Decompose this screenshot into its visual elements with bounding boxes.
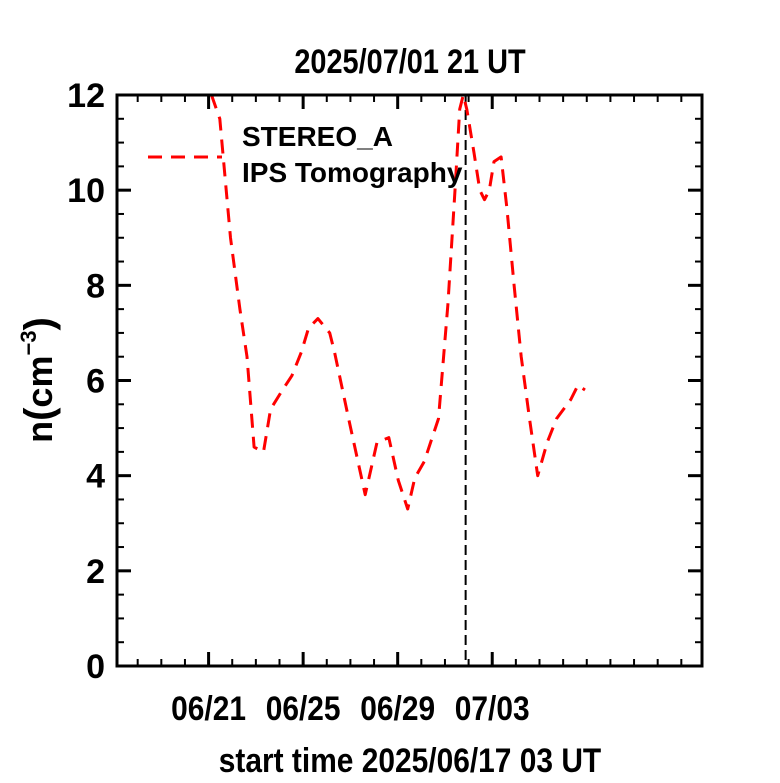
- y-axis-label-unit: cm: [19, 356, 60, 408]
- chart-title: 2025/07/01 21 UT: [294, 42, 525, 81]
- series-line: [210, 93, 586, 511]
- svg-text:n(cm−3): n(cm−3): [16, 317, 61, 443]
- y-axis-label-main: n: [19, 421, 60, 443]
- y-tick-label: 10: [67, 172, 105, 210]
- y-axis-label-exp: −3: [16, 330, 41, 355]
- x-tick-label: 06/29: [360, 689, 435, 727]
- x-tick-label: 06/25: [266, 689, 341, 727]
- x-tick-label: 07/03: [455, 689, 530, 727]
- legend: STEREO_A IPS Tomography: [148, 121, 463, 188]
- y-axis-label: n(cm−3): [16, 317, 61, 443]
- x-tick-label: 06/21: [171, 689, 246, 727]
- y-tick-label: 8: [86, 267, 105, 305]
- y-tick-label: 12: [67, 77, 105, 115]
- tick-labels-layer: 0 2 4 6 8 10 12 06/21 06/25 06/29 07/03: [67, 77, 529, 727]
- y-tick-label: 6: [86, 363, 105, 401]
- legend-line1: STEREO_A: [242, 121, 393, 152]
- x-axis-label: start time 2025/06/17 03 UT: [219, 741, 602, 779]
- series-layer: [210, 93, 586, 511]
- legend-line2: IPS Tomography: [242, 157, 463, 188]
- plot-frame: [115, 93, 704, 668]
- y-tick-label: 0: [86, 648, 105, 686]
- y-tick-label: 4: [86, 458, 105, 496]
- y-tick-label: 2: [86, 553, 105, 591]
